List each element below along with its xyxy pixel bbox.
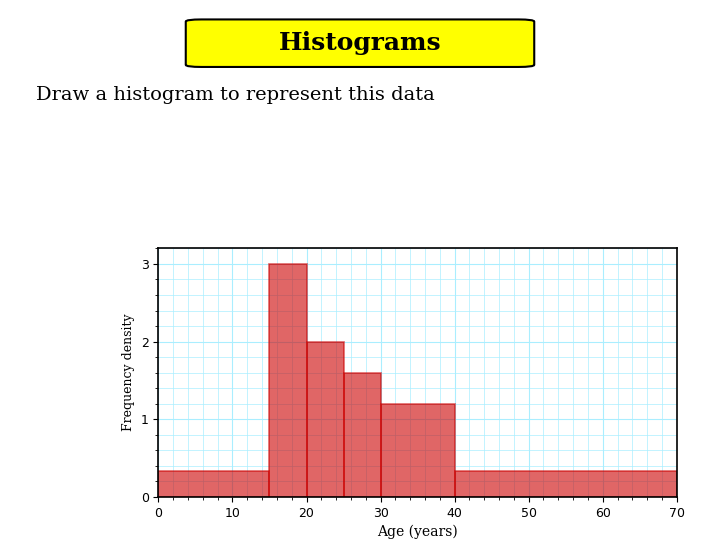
Y-axis label: Frequency density: Frequency density — [122, 314, 135, 431]
Bar — [454, 471, 677, 497]
Bar — [158, 471, 269, 497]
FancyBboxPatch shape — [186, 19, 534, 67]
Text: Draw a histogram to represent this data: Draw a histogram to represent this data — [36, 86, 435, 104]
Bar — [343, 373, 381, 497]
Text: Histograms: Histograms — [279, 31, 441, 55]
Bar — [307, 341, 343, 497]
Bar — [269, 264, 307, 497]
Bar — [381, 403, 454, 497]
X-axis label: Age (years): Age (years) — [377, 525, 458, 539]
